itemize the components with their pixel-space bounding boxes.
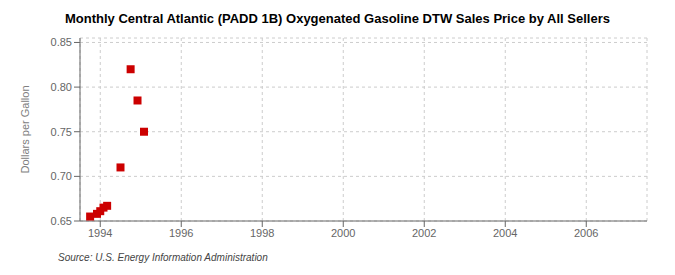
svg-text:0.70: 0.70 xyxy=(51,170,72,182)
svg-text:2004: 2004 xyxy=(493,227,517,239)
svg-text:2002: 2002 xyxy=(412,227,436,239)
svg-text:1998: 1998 xyxy=(250,227,274,239)
svg-text:2000: 2000 xyxy=(331,227,355,239)
svg-text:2006: 2006 xyxy=(574,227,598,239)
svg-text:0.65: 0.65 xyxy=(51,215,72,227)
svg-text:1996: 1996 xyxy=(169,227,193,239)
svg-text:Dollars per Gallon: Dollars per Gallon xyxy=(19,85,31,173)
svg-text:0.75: 0.75 xyxy=(51,126,72,138)
svg-text:0.85: 0.85 xyxy=(51,36,72,48)
svg-text:0.80: 0.80 xyxy=(51,81,72,93)
svg-text:1994: 1994 xyxy=(88,227,112,239)
html-text:Monthly Central Atlantic (PADD: Monthly Central Atlantic (PADD 1B) Oxyge… xyxy=(65,11,610,26)
html-text:Source: U.S. Energy Informatio: Source: U.S. Energy Information Administ… xyxy=(58,252,268,263)
